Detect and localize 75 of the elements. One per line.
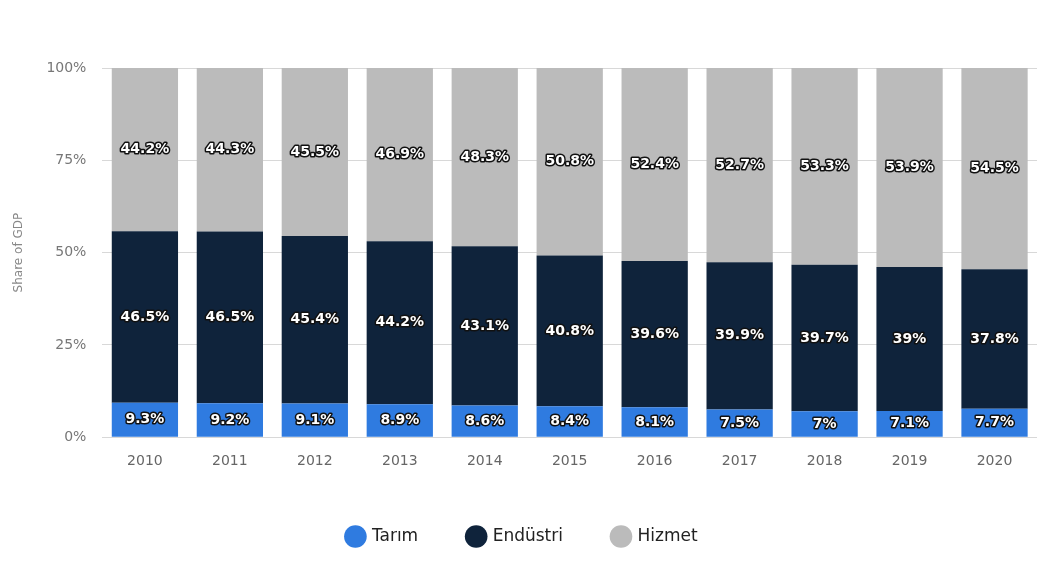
x-tick-label: 2019 (891, 452, 928, 469)
y-axis-title: Share of GDP (11, 212, 26, 293)
bar (791, 68, 858, 265)
data-label: 39% (892, 329, 927, 346)
x-tick-label: 2016 (636, 452, 673, 469)
data-label: 8.4% (550, 412, 590, 429)
bar (706, 262, 773, 410)
data-label: 40.8% (545, 321, 594, 338)
y-tick-label: 75% (55, 150, 87, 167)
bar (196, 231, 263, 404)
data-label: 53.9% (885, 158, 934, 175)
bar (111, 231, 179, 403)
bar (281, 235, 348, 404)
x-tick-label: 2020 (976, 452, 1013, 469)
data-label: 7.1% (890, 414, 929, 431)
data-label: 43.1% (460, 316, 510, 333)
bar (196, 68, 263, 232)
bar (876, 68, 943, 267)
data-label: 44.2% (375, 313, 425, 330)
data-label: 53.3% (800, 157, 849, 174)
y-tick-label: 0% (64, 427, 87, 444)
legend-label: Endüstri (492, 524, 563, 545)
data-label: 39.7% (800, 328, 849, 345)
data-label: 54.5% (970, 159, 1019, 176)
x-tick-label: 2011 (212, 452, 248, 469)
data-label: 46.9% (375, 145, 425, 162)
data-label: 45.5% (290, 142, 340, 159)
data-label: 48.3% (460, 147, 510, 164)
bar (111, 68, 179, 232)
bar (366, 241, 433, 405)
x-tick-label: 2014 (466, 452, 503, 469)
bar (961, 269, 1028, 409)
data-label: 8.9% (380, 411, 420, 428)
bar (791, 264, 858, 412)
y-tick-label: 50% (55, 243, 87, 260)
bar (281, 68, 348, 236)
data-label: 52.7% (715, 155, 764, 172)
data-label: 9.1% (295, 410, 335, 427)
bar (621, 261, 688, 408)
data-label: 39.9% (715, 326, 764, 343)
data-label: 44.3% (205, 140, 255, 157)
data-label: 7% (812, 414, 837, 431)
x-tick-label: 2018 (806, 452, 843, 469)
bar (451, 68, 518, 247)
x-tick-label: 2010 (127, 452, 163, 469)
y-tick-label: 25% (55, 335, 87, 352)
data-label: 7.5% (720, 413, 760, 430)
data-label: 44.2% (120, 140, 170, 157)
y-tick-label: 100% (46, 58, 87, 75)
x-tick-label: 2012 (297, 452, 333, 469)
legend-label: Hizmet (637, 524, 698, 545)
data-label: 45.4% (290, 310, 340, 327)
data-label: 8.6% (465, 411, 505, 428)
legend-label: Tarım (370, 524, 419, 545)
x-tick-label: 2015 (551, 452, 588, 469)
bar (366, 68, 433, 242)
x-tick-label: 2017 (721, 452, 758, 469)
x-tick-label: 2013 (381, 452, 418, 469)
data-label: 7.7% (975, 413, 1014, 430)
data-label: 46.5% (120, 307, 170, 324)
data-label: 9.2% (210, 410, 250, 427)
bar (451, 246, 518, 406)
data-label: 46.5% (205, 308, 255, 325)
bar (706, 68, 773, 263)
data-label: 9.3% (125, 410, 165, 427)
data-label: 39.6% (630, 324, 679, 341)
bar (961, 68, 1028, 270)
data-label: 37.8% (970, 329, 1019, 346)
bar (876, 267, 943, 411)
data-label: 50.8% (545, 152, 594, 169)
data-label: 8.1% (635, 412, 675, 429)
bar (536, 68, 603, 256)
bar (536, 255, 603, 407)
bar (621, 68, 688, 262)
data-label: 52.4% (630, 155, 679, 171)
